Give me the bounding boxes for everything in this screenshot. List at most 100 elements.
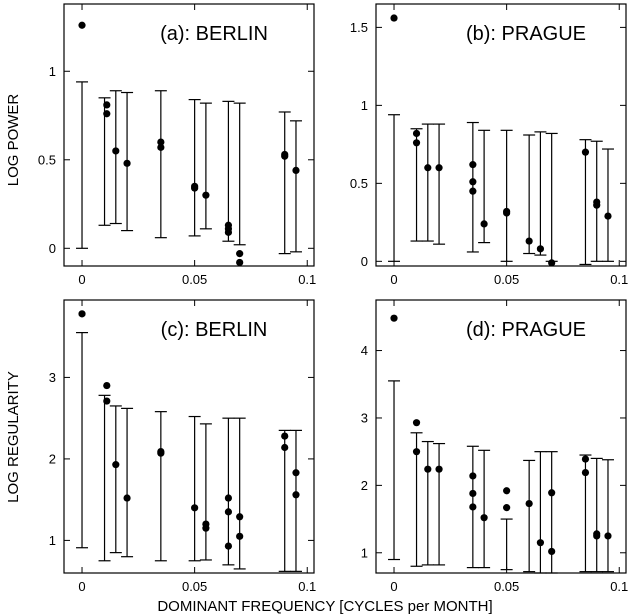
- data-point: [123, 159, 131, 167]
- y-tick-label: 4: [361, 343, 368, 358]
- error-bar: [534, 451, 547, 574]
- data-point: [469, 503, 477, 511]
- error-bar: [278, 111, 291, 255]
- error-bar: [421, 440, 434, 566]
- error-bar: [410, 128, 423, 242]
- data-point: [78, 310, 86, 318]
- x-tick-label: 0: [78, 579, 85, 594]
- error-bar: [154, 411, 167, 562]
- data-point: [469, 187, 477, 195]
- data-point: [536, 539, 545, 547]
- plot-frame: [375, 299, 627, 574]
- error-bar: [433, 123, 446, 245]
- figure-xlabel: DOMINANT FREQUENCY [CYCLES per MONTH]: [157, 598, 492, 615]
- x-tick-label: 0.1: [298, 579, 316, 594]
- data-point: [469, 161, 477, 169]
- x-tick-label: 0: [78, 272, 85, 287]
- x-tick-label: 0.1: [298, 272, 316, 287]
- data-point: [503, 209, 511, 217]
- data-point: [525, 499, 533, 508]
- error-bar: [98, 394, 111, 562]
- data-point: [103, 110, 111, 118]
- error-bar: [388, 380, 401, 561]
- y-tick-label: 0.5: [350, 176, 368, 191]
- data-point: [236, 258, 244, 267]
- error-bar: [199, 102, 212, 230]
- y-tick-label: 0.5: [38, 152, 56, 167]
- data-point: [435, 465, 443, 473]
- error-bar: [199, 423, 212, 561]
- y-tick-label: 2: [49, 451, 56, 466]
- data-point: [292, 469, 300, 477]
- data-point: [78, 21, 86, 29]
- error-bar: [289, 120, 302, 253]
- data-point: [604, 532, 612, 540]
- data-point: [112, 147, 120, 155]
- data-point: [480, 514, 488, 522]
- error-bar: [98, 97, 111, 226]
- data-point: [412, 139, 421, 147]
- error-bar: [601, 148, 614, 262]
- data-point: [224, 542, 233, 550]
- error-bar: [233, 102, 246, 246]
- data-point: [103, 381, 111, 390]
- data-point: [581, 455, 590, 463]
- error-bar: [421, 123, 434, 242]
- x-tick-label: 0.1: [610, 272, 628, 287]
- data-point: [292, 166, 300, 175]
- data-point: [236, 532, 244, 540]
- data-point: [191, 184, 199, 192]
- y-tick-label: 1: [49, 533, 56, 548]
- x-tick-label: 0.05: [182, 579, 207, 594]
- data-point: [581, 468, 590, 477]
- data-point: [281, 432, 289, 440]
- data-point: [469, 489, 477, 498]
- plot-frame: [375, 3, 627, 267]
- panel-1: (a): BERLIN 0 0.05 0.1 0 0.5 1: [38, 3, 316, 287]
- error-bar: [233, 417, 246, 570]
- y-tick-label: 1: [361, 545, 368, 560]
- error-bar: [545, 132, 558, 262]
- data-point: [469, 472, 477, 480]
- error-bar: [466, 121, 479, 253]
- data-point: [390, 314, 398, 322]
- error-bar: [590, 457, 603, 573]
- error-bar: [534, 131, 547, 256]
- error-bar: [222, 417, 235, 566]
- y-tick-label: 2: [361, 478, 368, 493]
- data-point: [435, 164, 443, 172]
- data-point: [503, 487, 511, 495]
- data-point: [536, 245, 545, 253]
- y-tick-label: 3: [49, 370, 56, 385]
- error-bar: [109, 405, 122, 554]
- data-point: [103, 397, 111, 405]
- error-bar: [500, 129, 513, 262]
- panel-title: (d): PRAGUE: [466, 319, 586, 341]
- error-bar: [154, 90, 167, 239]
- error-bar: [500, 518, 513, 571]
- data-point: [525, 237, 533, 245]
- data-point: [123, 494, 131, 502]
- error-bar: [601, 459, 614, 573]
- data-point: [103, 101, 111, 109]
- data-point: [412, 419, 421, 427]
- error-bar: [188, 98, 201, 237]
- plot-frame: [63, 299, 315, 574]
- data-point: [503, 504, 511, 512]
- data-point: [412, 448, 421, 456]
- panel-title: (c): BERLIN: [161, 319, 268, 341]
- panel-3: (c): BERLIN 0 0.05 0.1 1 2 3: [49, 299, 316, 594]
- data-point: [224, 494, 233, 502]
- data-point: [390, 14, 398, 22]
- y-tick-label: 1: [361, 98, 368, 113]
- error-bar: [579, 139, 592, 266]
- data-point: [292, 491, 300, 499]
- error-bar: [222, 100, 235, 242]
- panel-2: (b): PRAGUE 0 0.05 0.1 0 0.5 1 1.5: [350, 3, 628, 287]
- x-tick-label: 0: [390, 272, 397, 287]
- row1-ylabel: LOG POWER: [5, 94, 22, 187]
- data-point: [548, 547, 556, 556]
- x-tick-label: 0: [390, 579, 397, 594]
- data-point: [157, 138, 165, 146]
